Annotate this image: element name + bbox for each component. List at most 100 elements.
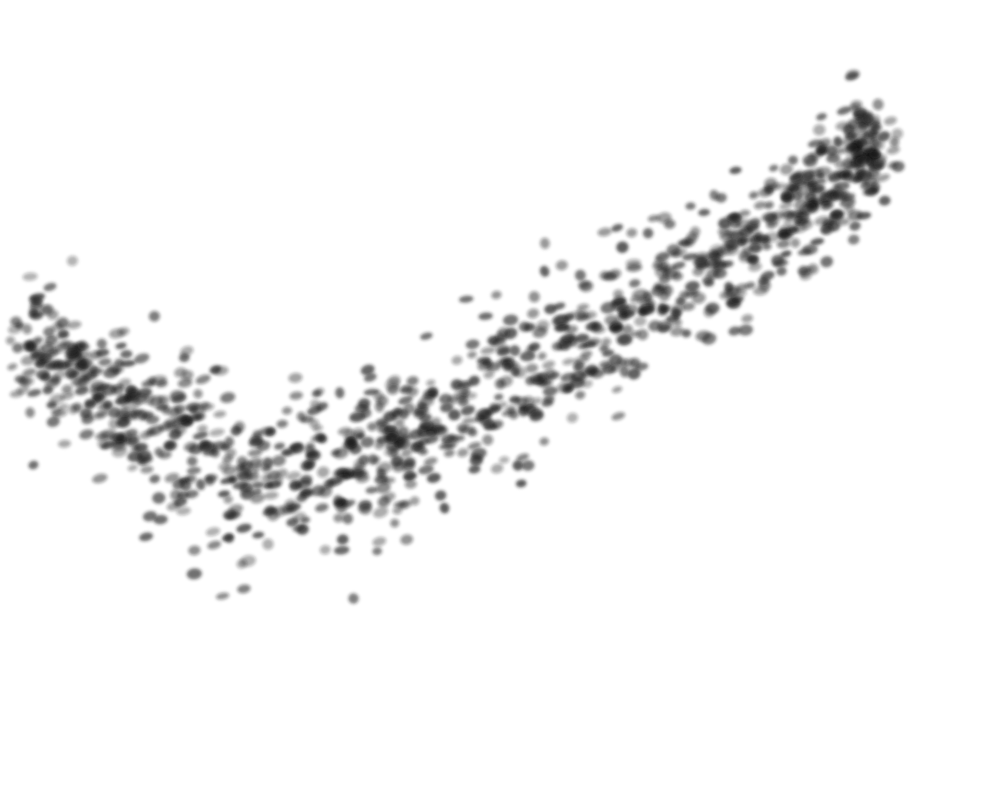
dot <box>836 147 846 155</box>
dot <box>782 190 794 202</box>
dot <box>58 403 69 411</box>
dot <box>12 342 23 354</box>
dot <box>296 411 307 422</box>
dot <box>788 155 798 165</box>
dot <box>199 403 215 412</box>
dot <box>311 389 322 398</box>
dot <box>810 238 825 246</box>
dot <box>180 346 194 356</box>
dot <box>658 324 670 333</box>
dot <box>95 383 110 392</box>
dot <box>764 213 778 223</box>
dot <box>460 405 475 416</box>
dot <box>113 366 125 374</box>
dot <box>248 457 263 468</box>
dot <box>506 405 517 413</box>
dot <box>462 417 476 425</box>
dot <box>5 336 16 345</box>
dot <box>849 221 861 231</box>
dot <box>483 370 495 379</box>
dot <box>745 281 756 289</box>
dot <box>142 511 157 522</box>
dot <box>490 419 504 430</box>
dot <box>223 509 237 520</box>
dot <box>102 400 113 410</box>
dot <box>738 249 750 260</box>
dot <box>694 252 710 261</box>
dot <box>704 279 715 287</box>
dot <box>360 364 375 376</box>
dot <box>491 290 502 300</box>
dot <box>629 330 641 338</box>
dot <box>625 258 641 268</box>
dot <box>384 446 400 457</box>
dot <box>478 312 493 320</box>
dot <box>413 409 426 419</box>
dot <box>290 442 305 454</box>
dot <box>30 297 44 306</box>
dot <box>753 286 769 296</box>
dot <box>816 113 827 121</box>
dot <box>28 460 39 470</box>
dot <box>147 425 164 436</box>
dot <box>22 368 37 377</box>
dot <box>397 438 411 450</box>
dot <box>172 479 186 490</box>
dot <box>786 225 799 235</box>
dot <box>92 473 108 484</box>
dot <box>532 326 548 338</box>
dot <box>544 304 557 315</box>
dot <box>274 442 285 450</box>
dot <box>108 407 121 418</box>
dot <box>573 362 583 373</box>
dot <box>509 345 521 357</box>
dot <box>52 410 68 418</box>
dot <box>76 376 89 389</box>
dot <box>503 314 519 326</box>
dot <box>397 426 409 438</box>
dot <box>664 219 676 229</box>
dot <box>741 314 754 323</box>
dot <box>119 360 136 367</box>
dot <box>27 389 42 397</box>
dot <box>367 422 378 432</box>
dot <box>797 248 812 256</box>
dot <box>77 358 93 369</box>
dot <box>457 448 469 458</box>
dot <box>490 463 504 474</box>
dot <box>63 361 77 369</box>
dot <box>223 495 233 504</box>
dot <box>319 545 331 555</box>
dot <box>857 137 868 147</box>
dot <box>679 290 691 299</box>
dot <box>562 332 575 342</box>
dot <box>413 444 426 453</box>
dot <box>330 449 341 457</box>
dot <box>116 416 130 427</box>
dot <box>148 395 165 408</box>
dot <box>46 416 60 428</box>
dot <box>456 423 469 433</box>
dot <box>878 195 891 206</box>
dot <box>820 256 833 268</box>
dot <box>277 468 288 478</box>
dot <box>634 316 647 327</box>
dot <box>821 201 833 209</box>
dot <box>816 144 827 154</box>
dot <box>748 191 759 199</box>
dot <box>262 457 274 469</box>
dot <box>112 384 125 396</box>
dot <box>709 244 725 254</box>
dot <box>266 470 281 481</box>
dot-layer <box>5 69 905 604</box>
dot <box>337 427 352 435</box>
dot <box>712 268 727 279</box>
dot <box>271 455 286 467</box>
dot <box>539 437 549 446</box>
dot <box>574 333 590 343</box>
dot <box>443 449 455 458</box>
dot <box>79 368 91 379</box>
dot <box>187 414 203 422</box>
dot <box>164 441 175 450</box>
dot <box>723 238 737 250</box>
